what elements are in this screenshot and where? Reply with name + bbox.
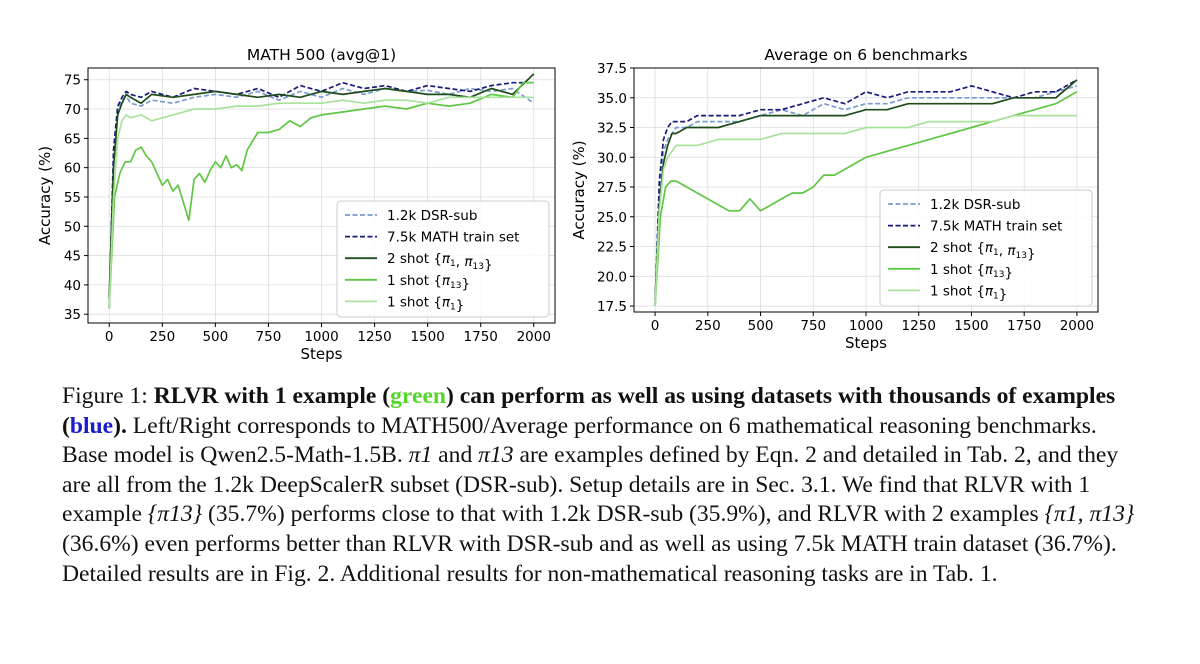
y-tick-label: 27.5: [597, 180, 627, 196]
figure-1-charts: 0 250 500 750 1000 1250 1500 1750 20003540455055…: [36, 46, 1099, 363]
caption-label: Figure 1:: [62, 383, 154, 409]
series-line: [654, 79, 1078, 301]
x-tick-label: 500: [748, 318, 774, 334]
caption-set-pi1-pi13: {π1, π13}: [1044, 501, 1135, 528]
series-line: [654, 85, 1078, 307]
caption-bold-c: ).: [113, 412, 127, 439]
x-tick-label: 0: [105, 329, 114, 345]
x-tick-label: 500: [202, 329, 228, 345]
legend-label: 1 shot {π1}: [930, 283, 1007, 302]
y-axis-label: Accuracy (%): [36, 146, 54, 245]
x-tick-label: 250: [149, 329, 175, 345]
y-tick-label: 75: [64, 73, 81, 89]
caption-bold-b: ) can perform as well as using datasets …: [62, 383, 1116, 439]
chart-panel-2: 0 250 500 750 1000 1250 1500 1750 2000 17.5 20.0 22…: [570, 46, 1099, 352]
legend-box: [336, 200, 550, 318]
x-tick-label: 2000: [1060, 318, 1094, 334]
series-line: [108, 81, 534, 309]
x-axis-label: Steps: [301, 345, 343, 363]
legend-label: 1 shot {π1}: [387, 294, 464, 313]
series-line: [654, 79, 1078, 307]
x-tick-label: 1750: [464, 329, 498, 345]
legend-label: 1.2k DSR-sub: [387, 208, 477, 224]
y-tick-label: 70: [64, 102, 81, 118]
series-line: [654, 91, 1078, 307]
x-tick-label: 1500: [410, 329, 444, 345]
y-tick-label: 60: [64, 161, 81, 177]
x-tick-label: 1500: [954, 318, 988, 334]
x-tick-label: 1750: [1007, 318, 1041, 334]
chart-title: MATH 500 (avg@1): [247, 46, 396, 64]
x-tick-label: 1250: [357, 329, 391, 345]
legend-box: [879, 189, 1093, 307]
caption-sentence-3: are examples defined by Eqn. 2 and detai…: [62, 442, 1119, 528]
y-tick-label: 30.0: [597, 150, 627, 166]
series-line: [108, 96, 534, 309]
x-tick-label: 1000: [849, 318, 883, 334]
x-axis-label: Steps: [845, 334, 887, 352]
legend-label: 1.2k DSR-sub: [930, 197, 1020, 213]
legend-label: 1 shot {π13}: [387, 273, 470, 292]
series-line: [108, 81, 534, 309]
legend-label: 7.5k MATH train set: [930, 219, 1062, 235]
x-tick-label: 750: [256, 329, 282, 345]
y-tick-label: 65: [64, 131, 81, 147]
caption-pi1: π1: [408, 442, 433, 469]
chart-title: Average on 6 benchmarks: [764, 46, 967, 64]
x-tick-label: 250: [695, 318, 721, 334]
chart-panel-1: 0 250 500 750 1000 1250 1500 1750 2000 35 40 45 50 55…: [36, 46, 556, 363]
y-tick-label: 32.5: [597, 121, 627, 137]
series-line: [108, 73, 535, 297]
y-tick-label: 45: [64, 249, 81, 265]
caption-sentence-4: (35.7%) performs close to that with 1.2k…: [202, 501, 1045, 528]
legend-label: 7.5k MATH train set: [387, 230, 519, 246]
x-tick-label: 1000: [304, 329, 338, 345]
x-tick-label: 2000: [517, 329, 551, 345]
y-tick-label: 20.0: [597, 269, 627, 285]
y-tick-label: 17.5: [597, 299, 627, 315]
y-tick-label: 50: [64, 219, 81, 235]
y-tick-label: 55: [64, 190, 81, 206]
caption-set-pi13: {π13}: [147, 501, 203, 528]
y-tick-label: 25.0: [597, 210, 627, 226]
figure-caption: Figure 1: RLVR with 1 example (green) ca…: [62, 382, 1142, 589]
y-tick-label: 35.0: [597, 91, 627, 107]
caption-sentence-2: and: [432, 442, 479, 469]
y-axis-label: Accuracy (%): [570, 140, 588, 239]
x-tick-label: 0: [651, 318, 660, 334]
caption-blue-word: blue: [69, 412, 114, 439]
caption-green-word: green: [390, 383, 447, 409]
caption-sentence-5: (36.6%) even performs better than RLVR w…: [62, 530, 1117, 587]
legend-label: 1 shot {π13}: [930, 262, 1013, 281]
legend-label: 2 shot {π1, π13}: [387, 251, 493, 273]
y-tick-label: 22.5: [597, 240, 627, 256]
caption-bold-a: RLVR with 1 example (: [153, 383, 391, 409]
caption-sentence-1: Left/Right corresponds to MATH500/Averag…: [62, 412, 1097, 469]
series-line: [654, 114, 1077, 307]
legend-label: 2 shot {π1, π13}: [930, 240, 1036, 262]
y-tick-label: 37.5: [597, 61, 627, 77]
caption-pi13: π13: [478, 442, 514, 469]
y-tick-label: 40: [64, 278, 81, 294]
y-tick-label: 35: [64, 307, 81, 323]
x-tick-label: 750: [800, 318, 826, 334]
x-tick-label: 1250: [902, 318, 936, 334]
